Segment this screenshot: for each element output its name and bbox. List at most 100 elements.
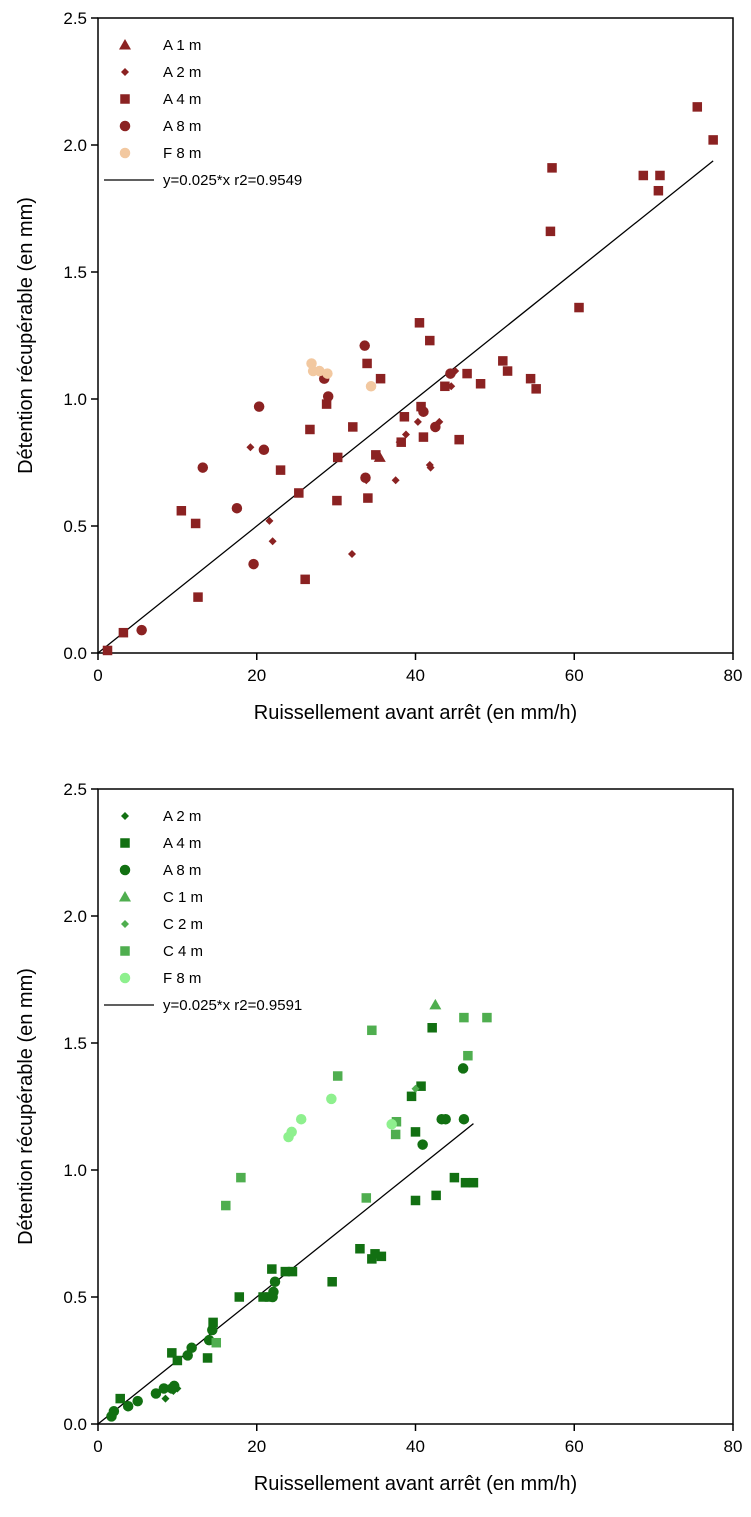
plot-frame [97, 788, 734, 1425]
data-point [295, 1113, 307, 1125]
legend-entry: A 8 m [163, 118, 201, 135]
data-point [118, 627, 129, 638]
legend-entry: F 8 m [163, 970, 201, 987]
y-tick-label: 1.0 [63, 390, 87, 409]
y-tick-label: 0.5 [63, 1288, 87, 1307]
data-point [440, 1113, 451, 1125]
legend-marker [121, 68, 129, 76]
data-point [482, 1012, 492, 1023]
data-point [207, 1324, 218, 1336]
data-point [429, 998, 442, 1010]
data-point [193, 592, 203, 602]
data-point [361, 1193, 372, 1203]
data-point [653, 185, 664, 196]
data-point [202, 1353, 213, 1363]
legend-marker [120, 946, 130, 956]
top-chart: 0.0 0.5 1.0 1.5 2.0 2.5 0 20 40 60 80 Ruissellement… [15, 9, 742, 724]
data-point [655, 170, 665, 181]
legend-marker [119, 972, 131, 984]
legend-entry: C 1 m [163, 889, 203, 906]
data-point [391, 476, 400, 485]
data-point [305, 424, 315, 435]
data-point [231, 502, 243, 514]
data-point [348, 549, 356, 558]
data-point [322, 391, 334, 402]
data-point [502, 366, 513, 376]
data-point [427, 1023, 437, 1033]
data-point [459, 1012, 469, 1023]
data-point [375, 373, 386, 384]
data-point [449, 1172, 460, 1183]
data-point [176, 506, 187, 516]
data-point [286, 1126, 297, 1138]
data-point [363, 493, 373, 503]
legend-marker [120, 838, 130, 848]
x-tick-label: 0 [93, 1437, 102, 1456]
data-point [268, 1286, 279, 1298]
data-point [454, 434, 464, 445]
data-point [348, 422, 358, 432]
data-point [122, 1400, 134, 1412]
data-point [445, 368, 456, 379]
legend-entry: A 4 m [163, 835, 201, 852]
data-point [430, 421, 441, 433]
data-point [367, 1025, 377, 1036]
data-point [545, 226, 556, 237]
y-tick-label: 2.5 [63, 9, 87, 28]
data-point [414, 318, 425, 328]
data-point [197, 462, 209, 473]
data-point [463, 1050, 473, 1061]
data-point [410, 1195, 421, 1206]
x-tick-label: 0 [93, 666, 102, 685]
x-axis-label: Ruissellement avant arrêt (en mm/h) [254, 1473, 577, 1495]
data-point [370, 1249, 380, 1259]
data-point [172, 1355, 183, 1366]
data-point [531, 384, 541, 394]
data-point [268, 537, 277, 546]
data-point [440, 381, 450, 392]
data-point [332, 495, 342, 506]
data-point [416, 401, 426, 412]
data-point [390, 1129, 401, 1140]
data-point [475, 379, 486, 389]
data-point [253, 401, 265, 412]
y-tick-label: 1.0 [63, 1161, 87, 1180]
legend-entry: C 2 m [163, 916, 203, 933]
data-point [418, 432, 429, 442]
data-point [332, 1071, 343, 1081]
data-point [265, 516, 274, 525]
data-point [708, 135, 718, 145]
data-point [425, 335, 435, 346]
data-point [269, 1276, 281, 1288]
data-point [692, 102, 703, 112]
data-point [367, 1254, 377, 1264]
bottom-chart: 0.0 0.5 1.0 1.5 2.0 2.5 0 20 40 60 80 Ruissellement… [15, 780, 742, 1495]
data-point [327, 1277, 337, 1287]
legend-entry: C 4 m [163, 943, 203, 960]
data-point [401, 430, 410, 439]
data-point [460, 1177, 471, 1188]
data-point [386, 1119, 397, 1130]
data-point [168, 1380, 180, 1392]
data-point [211, 1337, 222, 1348]
data-point [468, 1177, 479, 1188]
data-point [236, 1172, 246, 1183]
data-point [417, 1139, 428, 1150]
x-tick-label: 20 [247, 666, 266, 685]
x-tick-label: 60 [565, 666, 584, 685]
data-point [102, 645, 113, 656]
legend-marker [119, 864, 131, 876]
legend-entry: A 2 m [163, 808, 201, 825]
data-point [416, 1081, 426, 1091]
legend-marker [120, 94, 130, 104]
data-point [431, 1190, 441, 1201]
data-point [525, 373, 536, 384]
x-axis-label: Ruissellement avant arrêt (en mm/h) [254, 702, 577, 724]
data-point [221, 1200, 231, 1211]
x-tick-label: 40 [406, 666, 425, 685]
y-tick-label: 0.5 [63, 517, 87, 536]
legend-entry: F 8 m [163, 145, 201, 162]
legend: A 2 m A 4 m A 8 m C 1 m C 2 m C 4 m F 8 m y=0.0… [104, 808, 302, 1014]
data-point [360, 472, 371, 483]
